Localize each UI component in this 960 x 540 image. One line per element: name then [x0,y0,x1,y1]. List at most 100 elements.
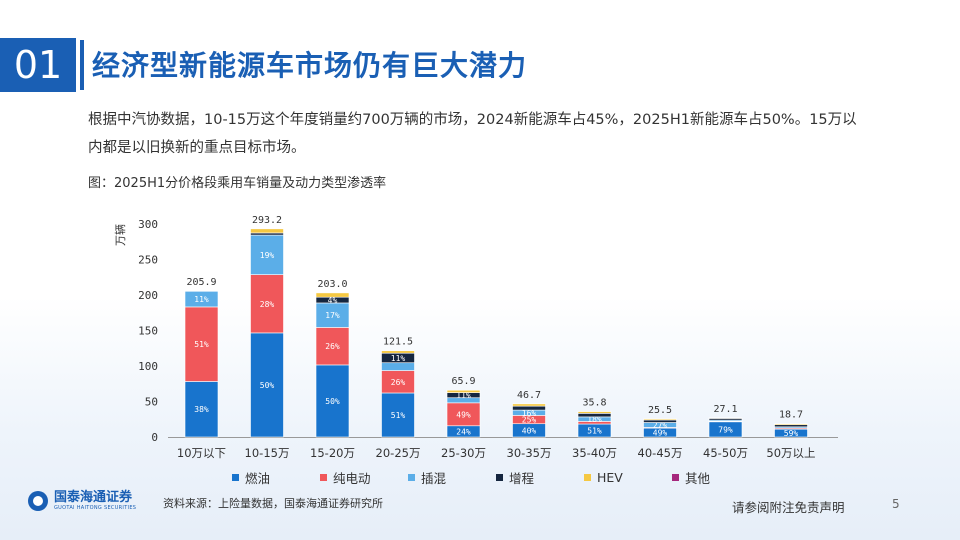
segment-percent-label: 49% [653,429,668,438]
x-tick-label: 40-45万 [638,446,683,460]
logo-name-en: GUOTAI HAITONG SECURITIES [54,505,137,511]
segment-percent-label: 40% [522,426,537,435]
source-note: 资料来源：上险量数据，国泰海通证券研究所 [163,497,383,510]
legend-label: HEV [597,470,623,485]
segment-percent-label: 50% [260,381,275,390]
segment-percent-label: 24% [456,427,471,436]
bar-segment [381,362,415,371]
x-tick-label: 10-15万 [245,446,290,460]
segment-percent-label: 26% [325,342,340,351]
legend-label: 燃油 [245,471,271,486]
segment-percent-label: 79% [718,425,733,434]
x-tick-label: 10万以下 [177,446,226,460]
legend-item: 燃油 [232,468,320,487]
summary-text: 根据中汽协数据，10-15万这个年度销量约700万辆的市场，2024新能源车占4… [88,112,857,156]
bar-total-label: 203.0 [317,279,347,290]
legend-label: 其他 [685,471,711,486]
segment-percent-label: 51% [391,411,406,420]
bar-segment [250,228,284,234]
logo-name-cn: 国泰海通证券 [54,490,133,505]
page-title: 经济型新能源车市场仍有巨大潜力 [92,49,528,82]
chart-legend: 燃油 纯电动 插混 增程 HEV 其他 [232,468,760,487]
legend-label: 增程 [509,471,535,486]
bar-segment [381,350,415,354]
legend-swatch [584,474,591,481]
segment-percent-label: 18% [587,415,602,424]
legend-item: HEV [584,468,672,487]
bar-total-label: 35.8 [582,398,606,409]
y-tick-label: 250 [138,254,158,267]
bar-segment [512,405,546,411]
x-tick-label: 25-30万 [441,446,486,460]
legend-item: 增程 [496,468,584,487]
bar-segment [184,381,219,438]
y-tick-label: 150 [138,325,158,338]
x-tick-label: 45-50万 [703,446,748,460]
segment-percent-label: 19% [260,251,275,260]
y-tick-label: 50 [145,396,158,409]
x-tick-label: 15-20万 [310,446,355,460]
logo-icon [28,491,48,511]
segment-percent-label: 59% [784,429,799,438]
legend-label: 纯电动 [333,471,371,486]
bar-total-label: 65.9 [451,376,475,387]
y-tick-label: 300 [138,218,158,231]
y-axis-label: 万辆 [113,224,127,246]
legend-item: 其他 [672,468,760,487]
legend-item: 插混 [408,468,496,487]
segment-percent-label: 17% [325,311,340,320]
bar-segment [250,234,284,275]
bar-total-label: 25.5 [648,405,672,416]
bar-segment [184,290,219,292]
bar-segment [315,327,350,366]
bar-segment [577,411,612,414]
y-tick-label: 100 [138,360,158,373]
legend-swatch [672,474,679,481]
section-number: 01 [0,38,76,92]
bar-total-label: 205.9 [186,277,216,288]
segment-percent-label: 50% [325,397,340,406]
bar-total-label: 46.7 [517,390,541,401]
bar-segment [250,232,284,236]
title-divider [80,40,84,90]
bar-total-label: 18.7 [779,410,803,421]
x-tick-label: 50万以上 [766,446,815,460]
bar-segment [315,292,350,298]
segment-percent-label: 11% [194,295,209,304]
bar-segment [643,418,677,421]
bar-segment [774,424,808,428]
bar-segment [643,419,677,423]
page-number: 5 [892,497,900,511]
x-tick-label: 30-35万 [507,446,552,460]
legend-swatch [496,474,503,481]
y-tick-label: 200 [138,289,158,302]
legend-swatch [408,474,415,481]
stacked-bar-chart: 万辆 0 50 100 150 200 250 300 38% 51% 11% 205.9 10万以下 5… [113,215,838,460]
figure-title: 图：2025H1分价格段乘用车销量及动力类型渗透率 [88,176,387,191]
segment-percent-label: 11% [391,354,406,363]
bar-segment [774,423,808,426]
bar-segment [708,417,743,419]
x-tick-label: 20-25万 [376,446,421,460]
segment-percent-label: 4% [328,296,338,305]
bar-segment [250,274,284,334]
segment-percent-label: 27% [653,421,668,430]
bar-segment [381,392,415,438]
legend-swatch [232,474,239,481]
disclaimer-link[interactable]: 请参阅附注免责声明 [732,500,845,515]
bar-total-label: 293.2 [252,215,282,226]
segment-percent-label: 25% [522,416,537,425]
bar-total-label: 27.1 [713,404,737,415]
bar-segment [577,413,612,418]
legend-item: 纯电动 [320,468,408,487]
y-tick-label: 0 [151,431,158,444]
segment-percent-label: 38% [194,405,209,414]
x-tick-label: 35-40万 [572,446,617,460]
segment-percent-label: 28% [260,300,275,309]
segment-percent-label: 11% [456,391,471,400]
legend-swatch [320,474,327,481]
segment-percent-label: 49% [456,410,471,419]
segment-percent-label: 16% [522,409,537,418]
bar-segment [446,389,481,393]
bar-segment [512,403,546,407]
